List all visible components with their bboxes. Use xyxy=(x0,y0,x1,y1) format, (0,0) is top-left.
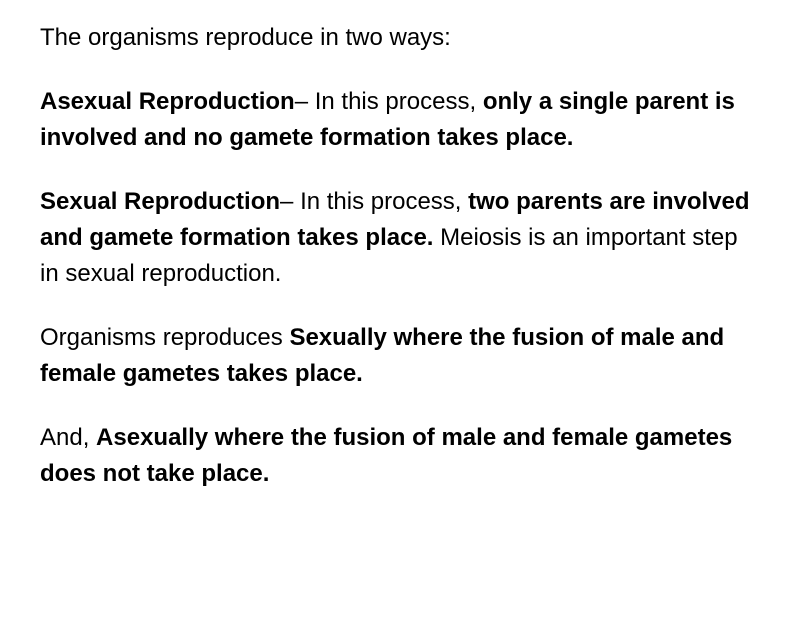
organisms-sexually-paragraph: Organisms reproduces Sexually where the … xyxy=(40,320,760,392)
intro-text: The organisms reproduce in two ways: xyxy=(40,24,451,51)
sexual-connector: – In this process, xyxy=(280,188,468,215)
organisms-lead: Organisms reproduces xyxy=(40,324,289,351)
sexual-paragraph: Sexual Reproduction– In this process, tw… xyxy=(40,184,760,292)
intro-paragraph: The organisms reproduce in two ways: xyxy=(40,20,760,56)
asexual-paragraph: Asexual Reproduction– In this process, o… xyxy=(40,84,760,156)
asexual-connector: – In this process, xyxy=(295,88,483,115)
asexually-lead: And, xyxy=(40,424,96,451)
sexual-title: Sexual Reproduction xyxy=(40,188,280,215)
asexual-title: Asexual Reproduction xyxy=(40,88,295,115)
asexually-paragraph: And, Asexually where the fusion of male … xyxy=(40,420,760,492)
asexually-bold: Asexually where the fusion of male and f… xyxy=(40,424,732,487)
